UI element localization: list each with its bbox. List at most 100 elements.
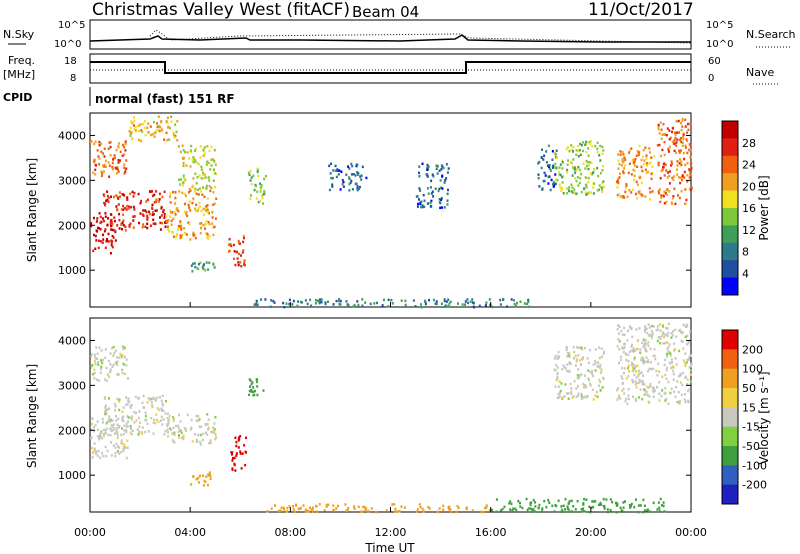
velocity-cell [671,365,674,368]
power-cell [686,151,689,155]
power-cell [209,189,212,193]
power-cell [194,147,197,151]
power-cell [512,299,515,302]
velocity-cell [685,375,687,379]
velocity-cell [213,422,216,425]
velocity-cell [152,432,155,435]
velocity-cell [646,509,649,512]
power-cell [630,191,633,194]
power-cell [469,300,472,304]
y-tick-label: 4000 [58,129,86,142]
velocity-cell [209,474,212,478]
power-cell [464,303,466,306]
y-tick-label: 3000 [58,174,86,187]
power-cell [143,209,146,212]
power-cell [324,301,327,304]
power-cell [580,143,583,147]
power-cell [154,209,157,212]
velocity-cell [207,426,210,430]
power-cell [537,162,540,165]
velocity-cell [591,372,594,376]
power-cell [306,302,309,306]
velocity-cell [109,433,112,437]
power-cell [205,187,208,190]
power-cell [426,168,429,171]
velocity-cell [594,359,597,363]
power-cell [447,298,450,301]
power-cell [169,192,172,195]
power-cell [570,144,573,147]
power-cell [151,190,153,193]
power-cell [107,217,110,220]
power-cell [440,168,443,171]
power-cell [109,222,112,225]
velocity-cell [661,375,664,378]
nave-tick-low: 0 [708,73,714,84]
velocity-cell [129,431,132,435]
velocity-cell [122,362,125,366]
power-cell [198,201,201,205]
power-cell [663,174,666,177]
velocity-cell [583,498,586,501]
velocity-cell [231,467,234,470]
velocity-cell [170,428,173,432]
power-cell [680,140,683,144]
velocity-cell [644,347,647,350]
power-cell [360,174,363,177]
velocity-cell [172,416,175,419]
power-cell [471,301,474,304]
power-cell [107,200,110,203]
velocity-cell [652,325,655,328]
velocity-cell [508,502,511,505]
power-cell [527,298,530,302]
velocity-cell [96,357,99,361]
velocity-cell [570,390,573,394]
velocity-cell [583,386,586,389]
power-cell [128,225,131,228]
velocity-cell [133,410,136,414]
y-tick-label: 1000 [58,469,86,482]
velocity-cell [600,503,603,506]
velocity-cell [529,503,532,507]
power-cell [106,239,109,242]
velocity-cell [385,509,388,512]
power-cell [200,190,203,193]
velocity-cell [150,416,153,420]
power-cell [668,170,671,173]
power-colorbar-swatch [722,190,738,209]
velocity-cell [616,502,619,505]
power-cell [110,195,112,198]
velocity-cell [141,401,144,404]
power-cell [199,261,202,265]
velocity-cell [202,474,204,477]
velocity-cell [558,394,561,398]
velocity-cell [125,422,128,425]
power-cell [259,182,262,185]
power-cell [228,243,231,246]
power-cell [554,173,557,176]
velocity-cell [144,414,147,418]
power-cell [588,161,591,164]
velocity-cell [674,395,677,398]
power-cell [443,206,446,209]
power-cell [159,126,162,129]
power-cell [158,198,161,201]
velocity-cell [639,380,642,383]
power-cell [206,233,209,236]
power-cell [567,159,570,162]
velocity-cell [198,481,200,484]
x-tick-label: 08:00 [274,526,306,539]
freq-units: [MHz] [3,68,35,81]
power-cell [426,187,429,190]
velocity-cell [623,392,626,395]
power-cell [161,128,164,131]
velocity-cell [558,396,561,399]
power-cell [200,168,203,171]
power-cell [205,205,208,208]
velocity-cell [634,397,637,401]
power-cell [133,208,136,211]
power-cell [118,218,121,222]
power-cell [376,301,378,305]
velocity-cell [121,419,124,422]
